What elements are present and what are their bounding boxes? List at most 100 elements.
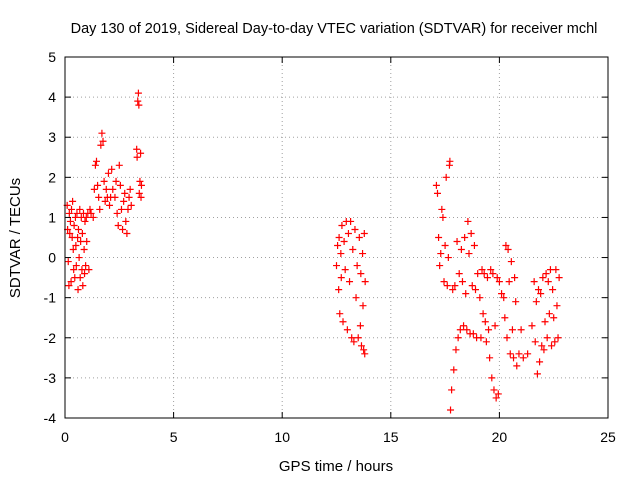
data-point [122, 217, 130, 225]
data-point [137, 181, 145, 189]
data-point [480, 270, 488, 278]
data-point [355, 234, 363, 241]
data-point [80, 246, 88, 254]
data-point [531, 338, 539, 346]
data-point [534, 286, 542, 294]
data-point [439, 213, 447, 221]
data-point [501, 314, 509, 322]
data-point [551, 338, 559, 346]
data-point [65, 282, 73, 290]
data-point [438, 205, 446, 213]
data-point [85, 266, 93, 274]
data-point [443, 282, 451, 290]
data-point [474, 270, 482, 278]
data-point [553, 302, 561, 310]
x-axis-label: GPS time / hours [279, 458, 393, 475]
data-point [96, 205, 104, 213]
data-point [69, 246, 77, 254]
data-point [536, 358, 544, 366]
data-point [524, 350, 532, 358]
data-point [124, 205, 132, 213]
data-point [435, 234, 443, 241]
data-point [539, 274, 547, 282]
data-point [86, 205, 94, 213]
y-tick-label: -4 [44, 410, 57, 426]
data-point [78, 229, 86, 237]
data-point [548, 342, 556, 350]
data-point [76, 274, 84, 282]
data-point [351, 225, 359, 233]
data-point [127, 201, 135, 209]
data-point [545, 310, 553, 318]
data-point [346, 278, 354, 286]
data-point [133, 145, 141, 153]
data-point [349, 246, 357, 254]
data-point [543, 334, 551, 342]
data-point [532, 298, 540, 306]
data-point [77, 238, 85, 246]
data-point [112, 177, 120, 185]
data-point [449, 286, 457, 294]
x-tick-label: 25 [600, 429, 616, 445]
data-point [135, 101, 143, 109]
data-point [488, 374, 496, 382]
data-point [504, 246, 512, 254]
data-point [444, 254, 452, 262]
data-point [73, 209, 81, 217]
data-point [542, 270, 550, 278]
data-point [508, 326, 516, 334]
data-point [70, 221, 78, 229]
data-point [486, 354, 494, 362]
data-point [528, 322, 536, 330]
plot-frame [64, 56, 609, 419]
data-point [503, 334, 511, 342]
data-point [74, 234, 82, 241]
data-point [463, 326, 471, 334]
data-point [353, 262, 361, 270]
data-point [94, 181, 102, 189]
data-point [109, 185, 117, 193]
data-point [98, 129, 106, 137]
chart-title: Day 130 of 2019, Sidereal Day-to-day VTE… [71, 21, 598, 37]
data-point [90, 185, 98, 193]
data-point [479, 310, 487, 318]
data-point [69, 197, 77, 205]
data-point [334, 242, 342, 250]
data-point [72, 262, 80, 270]
data-point [541, 318, 549, 326]
data-point [101, 197, 109, 205]
data-point [137, 149, 145, 157]
data-point [95, 193, 103, 201]
data-point [104, 169, 112, 177]
data-point [136, 177, 144, 185]
data-point [344, 229, 352, 237]
data-point [106, 201, 114, 209]
y-tick-label: -3 [44, 370, 57, 386]
data-point [116, 181, 124, 189]
data-point [348, 334, 356, 342]
data-point [452, 346, 460, 354]
data-point [335, 286, 343, 294]
data-point [461, 234, 469, 241]
x-tick-label: 5 [170, 429, 178, 445]
y-tick-label: 5 [48, 49, 56, 65]
data-point [433, 189, 441, 197]
data-point [357, 342, 365, 350]
data-point [477, 334, 485, 342]
data-point [81, 270, 89, 278]
data-points [63, 89, 563, 414]
data-point [469, 330, 477, 338]
data-point [481, 318, 489, 326]
data-point [66, 229, 74, 237]
data-point [341, 266, 349, 274]
data-point [552, 266, 560, 274]
data-point [352, 294, 360, 302]
data-point [121, 189, 129, 197]
data-point [81, 217, 89, 225]
data-point [457, 246, 465, 254]
data-point [336, 310, 344, 318]
data-point [465, 250, 473, 258]
y-tick-label: 3 [48, 129, 56, 145]
y-tick-label: 0 [48, 250, 56, 266]
